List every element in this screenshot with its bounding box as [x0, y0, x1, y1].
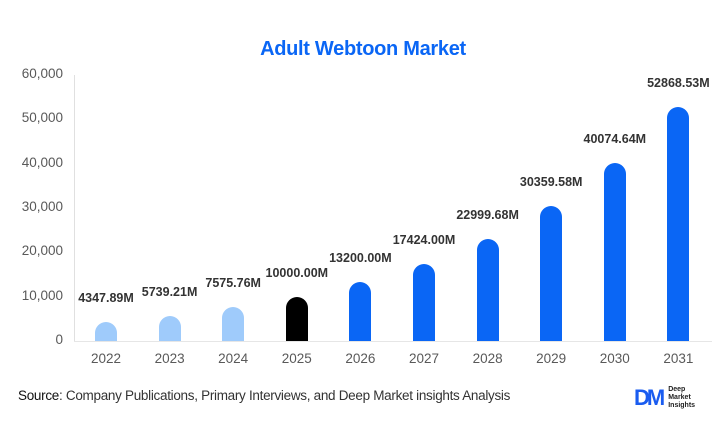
y-tick-label: 60,000 — [21, 66, 63, 81]
y-tick-label: 50,000 — [21, 110, 63, 126]
source-text: : Company Publications, Primary Intervie… — [58, 388, 511, 403]
value-label: 5739.21M — [141, 284, 198, 299]
x-tick-label: 2031 — [663, 351, 694, 366]
company-logo: DM Deep Market Insights — [634, 386, 695, 410]
bar-2022 — [95, 321, 117, 341]
bar-2029 — [540, 206, 563, 341]
y-axis-line — [74, 75, 75, 341]
value-label: 52868.53M — [647, 75, 710, 90]
logo-line-3: Insights — [668, 402, 696, 409]
x-tick-label: 2027 — [408, 351, 440, 366]
bar-2031 — [667, 106, 690, 341]
x-tick-label: 2023 — [154, 351, 185, 366]
value-label: 7575.76M — [205, 276, 261, 291]
bar-2024 — [222, 307, 245, 341]
logo-line-1: Deep — [668, 386, 686, 393]
x-tick-label: 2026 — [345, 351, 376, 366]
source-note: Source: Company Publications, Primary In… — [18, 388, 510, 403]
bar-2030 — [603, 163, 626, 341]
x-tick-label: 2028 — [472, 351, 503, 366]
value-label: 4347.89M — [78, 290, 134, 305]
bar-2025 — [285, 296, 308, 341]
value-label: 10000.00M — [265, 265, 329, 280]
y-tick-label: 0 — [55, 332, 63, 347]
bar-2027 — [413, 263, 435, 341]
x-axis-line — [74, 341, 712, 342]
chart-title: Adult Webtoon Market — [260, 38, 466, 60]
value-label: 22999.68M — [456, 208, 519, 223]
source-label: Source — [18, 388, 59, 403]
y-tick-label: 20,000 — [21, 243, 63, 259]
logo-line-2: Market — [668, 394, 691, 401]
x-tick-label: 2030 — [599, 351, 630, 366]
value-label: 13200.00M — [329, 251, 392, 266]
x-tick-label: 2024 — [218, 351, 249, 366]
y-tick-label: 30,000 — [21, 199, 63, 214]
y-tick-label: 40,000 — [21, 154, 63, 170]
x-tick-label: 2029 — [536, 351, 567, 366]
value-label: 17424.00M — [392, 232, 456, 247]
x-tick-label: 2022 — [90, 351, 122, 366]
x-tick-label: 2025 — [281, 351, 312, 366]
bar-2023 — [158, 315, 181, 341]
y-tick-label: 10,000 — [21, 287, 63, 303]
value-label: 40074.64M — [583, 132, 647, 147]
logo-text: Deep Market Insights — [668, 386, 695, 410]
bar-2026 — [349, 282, 372, 341]
bar-2028 — [476, 239, 499, 341]
value-label: 30359.58M — [519, 175, 583, 190]
logo-mark: DM — [634, 385, 665, 410]
